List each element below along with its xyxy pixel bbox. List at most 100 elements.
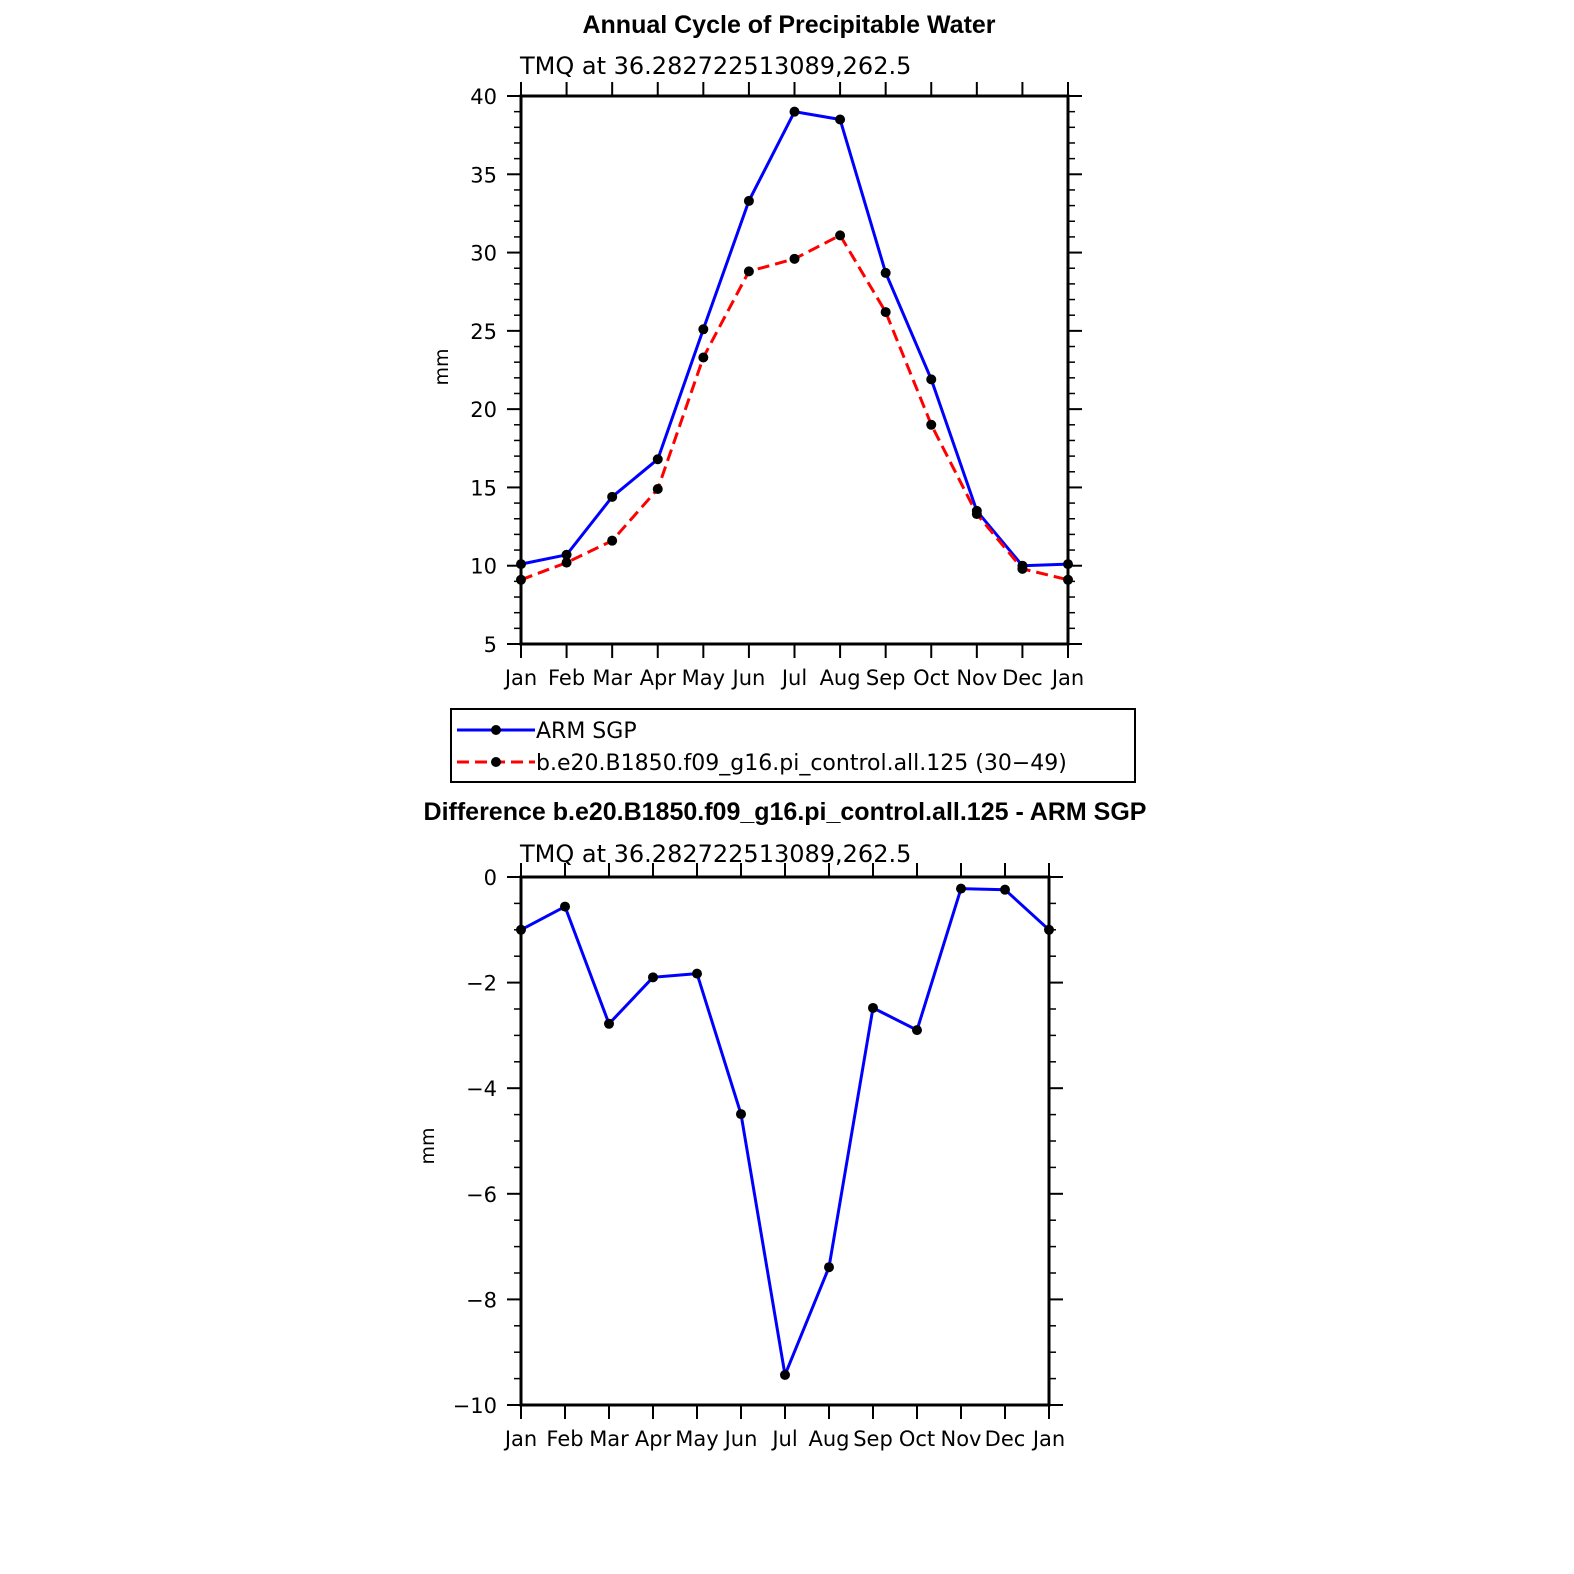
data-point	[880, 307, 891, 318]
data-point	[926, 374, 937, 385]
x-tick-label: Aug	[820, 666, 861, 690]
series-layer	[516, 106, 1073, 585]
x-tick-label: Apr	[635, 1427, 672, 1451]
series-line-0	[520, 110, 1069, 568]
x-tick-label: Feb	[548, 666, 585, 690]
data-point	[604, 1018, 614, 1029]
legend: ARM SGP b.e20.B1850.f09_g16.pi_control.a…	[450, 708, 1136, 783]
x-tick-label: Dec	[985, 1427, 1026, 1451]
data-point	[956, 883, 966, 894]
x-tick-label: Jun	[731, 666, 766, 690]
x-tick-label: Dec	[1002, 666, 1043, 690]
data-point	[652, 454, 663, 465]
y-tick-label: 0	[484, 866, 497, 890]
y-tick-label: −2	[466, 972, 497, 996]
data-point	[1063, 574, 1073, 585]
y-tick-label: 30	[470, 242, 497, 266]
legend-label-model: b.e20.B1850.f09_g16.pi_control.all.125 (…	[536, 751, 1067, 776]
x-tick-label: Sep	[866, 666, 906, 690]
data-point	[789, 106, 800, 117]
legend-swatch-marker	[491, 725, 501, 735]
y-tick-label: 5	[484, 633, 497, 657]
plot-border	[519, 875, 1051, 1407]
x-tick-label: Nov	[941, 1427, 982, 1451]
x-tick-label: Sep	[853, 1427, 893, 1451]
data-point	[971, 509, 982, 520]
data-point	[516, 559, 526, 570]
x-tick-labels: Jan Feb Mar Apr May Jun Jul Aug Sep Oct Nov Dec Jan	[503, 666, 1084, 690]
data-point	[835, 114, 846, 125]
difference-chart: Difference b.e20.B1850.f09_g16.pi_contro…	[417, 798, 1146, 1451]
plot-frame	[519, 94, 1070, 646]
data-point	[868, 1002, 878, 1013]
series-layer	[516, 883, 1054, 1381]
y-tick-label: 40	[470, 85, 497, 109]
x-tick-label: Jan	[1050, 666, 1084, 690]
y-tick-label: 10	[470, 555, 497, 579]
data-point	[1063, 559, 1073, 570]
data-point	[743, 195, 754, 206]
x-tick-label: Nov	[956, 666, 997, 690]
chart-title: Annual Cycle of Precipitable Water	[582, 11, 995, 39]
y-tick-label: 15	[470, 476, 497, 500]
y-tick-label: 20	[470, 398, 497, 422]
data-point	[516, 574, 526, 585]
y-tick-label: −6	[466, 1183, 497, 1207]
series-line-0	[520, 887, 1051, 1381]
y-axis-label: mm	[417, 1127, 439, 1164]
x-tick-label: Jul	[780, 666, 807, 690]
x-tick-label: Mar	[592, 666, 632, 690]
y-tick-labels: −10 −8 −6 −4 −2 0	[453, 866, 497, 1418]
y-tick-label: −4	[466, 1077, 497, 1101]
data-point	[560, 901, 570, 912]
x-tick-label: Feb	[546, 1427, 583, 1451]
y-tick-labels: 5 10 15 20 25 30 35 40	[470, 85, 497, 657]
data-point	[926, 419, 937, 430]
data-point	[789, 253, 800, 264]
data-point	[652, 483, 663, 494]
data-point	[648, 972, 658, 983]
data-point	[516, 924, 526, 935]
data-point	[607, 491, 618, 502]
series-line-1	[520, 233, 1069, 582]
y-tick-label: 35	[470, 163, 497, 187]
data-point	[736, 1109, 746, 1120]
data-point	[912, 1025, 922, 1036]
y-tick-label: 25	[470, 320, 497, 344]
y-axis-label: mm	[431, 348, 453, 385]
data-point	[1044, 924, 1054, 935]
x-tick-label: Jan	[1031, 1427, 1065, 1451]
data-point	[561, 549, 572, 560]
legend-box	[450, 708, 1136, 783]
x-tick-label: Jun	[723, 1427, 758, 1451]
x-tick-label: Jul	[770, 1427, 797, 1451]
data-point	[561, 557, 572, 568]
legend-swatch-marker	[491, 757, 501, 767]
data-point	[607, 535, 618, 546]
data-point	[698, 324, 709, 335]
chart-subtitle: TMQ at 36.282722513089,262.5	[519, 52, 911, 80]
legend-entry-model: b.e20.B1850.f09_g16.pi_control.all.125 (…	[457, 751, 1067, 776]
chart-title: Difference b.e20.B1850.f09_g16.pi_contro…	[424, 798, 1147, 826]
data-point	[824, 1262, 834, 1273]
axis-ticks	[507, 82, 1082, 658]
x-tick-label: Jan	[503, 666, 537, 690]
plot-frame	[519, 875, 1051, 1407]
data-point	[880, 267, 891, 278]
x-tick-label: Oct	[913, 666, 949, 690]
x-tick-label: Aug	[808, 1427, 849, 1451]
data-point	[835, 230, 846, 241]
x-tick-label: May	[682, 666, 725, 690]
plot-border	[519, 94, 1070, 646]
data-point	[1017, 563, 1028, 574]
axis-ticks	[507, 863, 1063, 1419]
data-point	[743, 266, 754, 277]
x-tick-label: Oct	[899, 1427, 935, 1451]
chart-subtitle: TMQ at 36.282722513089,262.5	[519, 840, 911, 868]
y-tick-label: −10	[453, 1394, 497, 1418]
data-point	[698, 352, 709, 363]
data-point	[780, 1369, 790, 1380]
x-tick-label: Mar	[589, 1427, 629, 1451]
data-point	[692, 968, 702, 979]
